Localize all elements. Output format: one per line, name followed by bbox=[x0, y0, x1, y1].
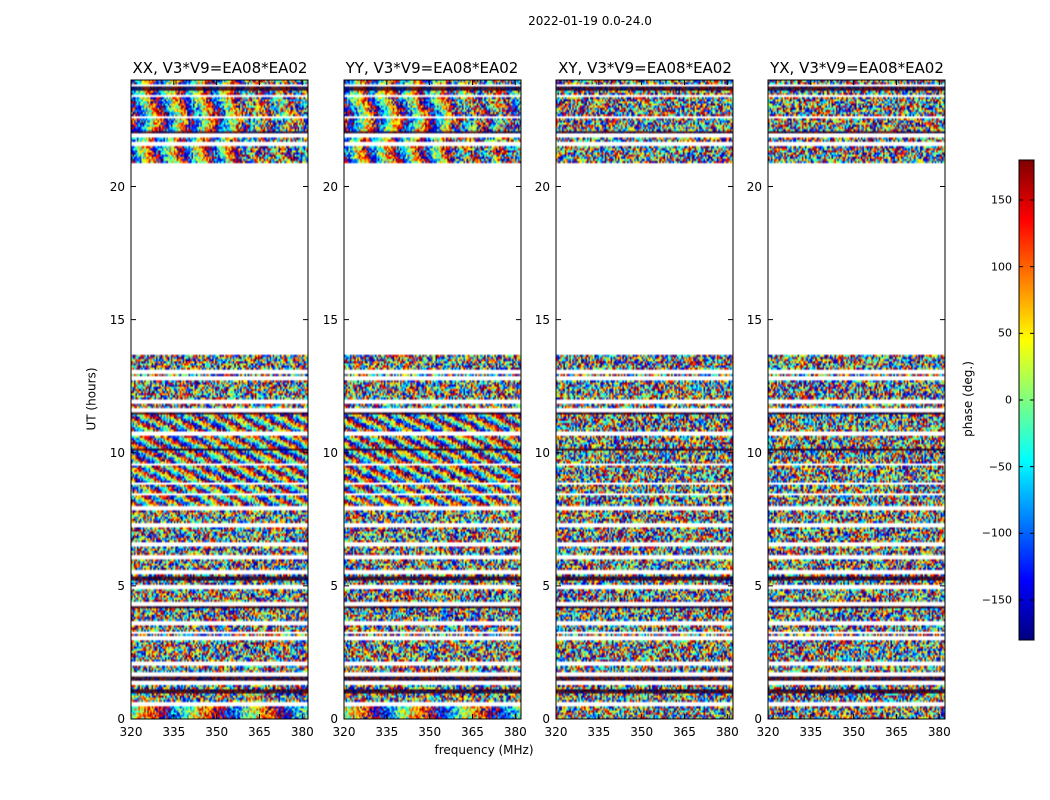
panel-title-yx: YX, V3*V9=EA08*EA02 bbox=[770, 59, 944, 77]
y-tick-label: 20 bbox=[322, 179, 338, 194]
x-tick-label: 365 bbox=[673, 725, 696, 739]
y-tick-label: 15 bbox=[109, 312, 125, 327]
x-tick-label: 335 bbox=[587, 725, 611, 739]
y-tick-label: 10 bbox=[534, 445, 550, 460]
panel-frame bbox=[555, 79, 734, 720]
x-tick-label: 365 bbox=[885, 725, 908, 739]
x-tick-label: 380 bbox=[927, 725, 951, 739]
y-axis-label: UT (hours) bbox=[84, 367, 99, 431]
heatmap-cells bbox=[344, 80, 521, 719]
y-tick-label: 0 bbox=[754, 712, 762, 726]
x-tick-label: 335 bbox=[375, 725, 399, 739]
y-tick-label: 0 bbox=[330, 712, 338, 726]
x-tick-label: 335 bbox=[162, 725, 186, 739]
x-tick-label: 320 bbox=[119, 725, 143, 739]
y-tick-label: 15 bbox=[322, 312, 338, 327]
heatmap-cells bbox=[131, 80, 308, 719]
x-tick-label: 380 bbox=[503, 725, 527, 739]
panel-frame bbox=[343, 79, 522, 720]
panel-frame bbox=[130, 79, 309, 720]
y-tick-label: 15 bbox=[746, 312, 762, 327]
heatmap-cells bbox=[768, 80, 945, 719]
x-tick-label: 320 bbox=[332, 725, 356, 739]
panel-title-xy: XY, V3*V9=EA08*EA02 bbox=[558, 59, 732, 77]
x-tick-label: 320 bbox=[544, 725, 568, 739]
x-tick-label: 350 bbox=[842, 725, 866, 739]
y-tick-label: 20 bbox=[109, 179, 125, 194]
colorbar-tick-label: 50 bbox=[998, 326, 1012, 340]
y-tick-label: 10 bbox=[746, 445, 762, 460]
x-tick-label: 380 bbox=[290, 725, 314, 739]
x-tick-label: 320 bbox=[756, 725, 780, 739]
y-tick-label: 5 bbox=[330, 578, 338, 593]
y-tick-label: 20 bbox=[746, 179, 762, 194]
colorbar-tick-label: 0 bbox=[1005, 393, 1012, 407]
x-tick-label: 380 bbox=[715, 725, 739, 739]
y-tick-label: 5 bbox=[754, 578, 762, 593]
heatmap-cells bbox=[556, 80, 733, 719]
colorbar-tick-label: 100 bbox=[991, 260, 1012, 274]
x-axis-label: frequency (MHz) bbox=[434, 743, 534, 757]
colorbar bbox=[1019, 160, 1034, 640]
y-tick-label: 15 bbox=[534, 312, 550, 327]
x-tick-label: 350 bbox=[205, 725, 229, 739]
y-tick-label: 10 bbox=[109, 445, 125, 460]
colorbar-tick-label: −150 bbox=[981, 593, 1012, 607]
x-tick-label: 350 bbox=[418, 725, 442, 739]
x-tick-label: 365 bbox=[461, 725, 484, 739]
y-tick-label: 0 bbox=[117, 712, 125, 726]
y-tick-label: 10 bbox=[322, 445, 338, 460]
panel-title-yy: YY, V3*V9=EA08*EA02 bbox=[345, 59, 519, 77]
panel-frame bbox=[767, 79, 946, 720]
x-tick-label: 350 bbox=[630, 725, 654, 739]
x-tick-label: 335 bbox=[799, 725, 823, 739]
x-tick-label: 365 bbox=[248, 725, 271, 739]
y-tick-label: 0 bbox=[542, 712, 550, 726]
panel-title-xx: XX, V3*V9=EA08*EA02 bbox=[132, 59, 308, 77]
y-tick-label: 5 bbox=[117, 578, 125, 593]
y-tick-label: 5 bbox=[542, 578, 550, 593]
colorbar-tick-label: −50 bbox=[988, 460, 1012, 474]
figure-title: 2022-01-19 0.0-24.0 bbox=[528, 14, 652, 28]
y-tick-label: 20 bbox=[534, 179, 550, 194]
colorbar-tick-label: −100 bbox=[981, 526, 1012, 540]
colorbar-tick-label: 150 bbox=[991, 193, 1012, 207]
